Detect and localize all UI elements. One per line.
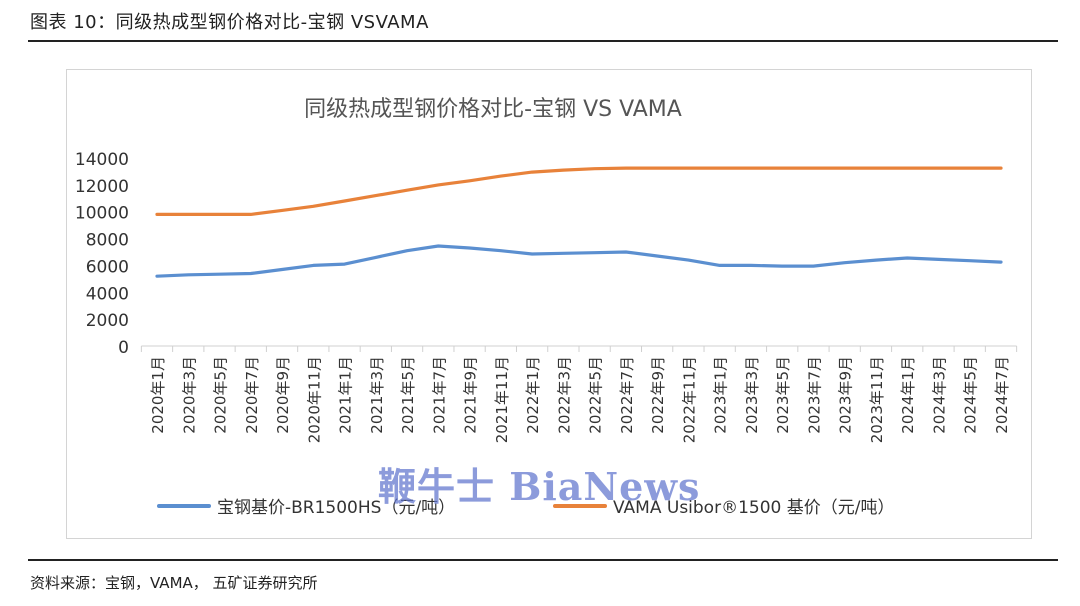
x-tick-label: 2020年3月 xyxy=(180,356,198,434)
x-tick-label: 2021年3月 xyxy=(368,356,386,434)
x-tick-label: 2023年1月 xyxy=(712,356,730,434)
source-note: 资料来源：宝钢，VAMA， 五矿证券研究所 xyxy=(30,574,318,592)
x-tick-label: 2020年5月 xyxy=(212,356,230,434)
y-tick-label: 6000 xyxy=(86,257,129,277)
x-tick-label: 2021年9月 xyxy=(462,356,480,434)
y-tick-label: 2000 xyxy=(86,311,129,331)
x-tick-label: 2023年3月 xyxy=(743,356,761,434)
x-tick-label: 2020年1月 xyxy=(149,356,167,434)
bottom-rule xyxy=(28,559,1058,561)
line-chart: 同级热成型钢价格对比-宝钢 VS VAMA 0 2000 4000 6000 8000 1… xyxy=(75,97,1018,518)
x-tick-label: 2020年7月 xyxy=(243,356,261,434)
chart-title: 同级热成型钢价格对比-宝钢 VS VAMA xyxy=(304,97,682,122)
series-line-2 xyxy=(155,166,1003,216)
y-axis: 0 2000 4000 6000 8000 10000 12000 14000 xyxy=(75,150,129,358)
series-line-1 xyxy=(155,244,1003,278)
x-axis: 2020年1月 2020年3月 2020年5月 2020年7月 2020年9月 2020年… xyxy=(140,346,1018,443)
x-tick-label: 2022年7月 xyxy=(618,356,636,434)
x-tick-label: 2024年1月 xyxy=(899,356,917,434)
watermark: 鞭牛士 BiaNews xyxy=(378,464,701,509)
y-tick-label: 10000 xyxy=(75,204,129,224)
legend-label-1: 宝钢基价-BR1500HS（元/吨） xyxy=(217,498,455,518)
x-tick-label: 2022年3月 xyxy=(555,356,573,434)
x-tick-label: 2022年9月 xyxy=(649,356,667,434)
series-lines xyxy=(155,166,1003,278)
x-tick-label: 2024年7月 xyxy=(993,356,1011,434)
chart-frame: 同级热成型钢价格对比-宝钢 VS VAMA 0 2000 4000 6000 8000 1… xyxy=(66,69,1032,539)
x-tick-label: 2023年11月 xyxy=(868,356,886,443)
x-tick-label: 2021年7月 xyxy=(430,356,448,434)
legend-label-2: VAMA Usibor®1500 基价（元/吨） xyxy=(613,498,894,518)
y-tick-label: 8000 xyxy=(86,231,129,251)
x-tick-label: 2023年7月 xyxy=(805,356,823,434)
figure-caption: 图表 10：同级热成型钢价格对比-宝钢 VSVAMA xyxy=(30,12,429,33)
x-tick-label: 2022年11月 xyxy=(680,356,698,443)
x-tick-label: 2023年5月 xyxy=(774,356,792,434)
x-tick-label: 2021年1月 xyxy=(337,356,355,434)
x-tick-label: 2021年11月 xyxy=(493,356,511,443)
x-tick-label: 2020年11月 xyxy=(305,356,323,443)
legend: 宝钢基价-BR1500HS（元/吨） VAMA Usibor®1500 基价（元/… xyxy=(157,498,894,518)
x-tick-label: 2024年3月 xyxy=(930,356,948,434)
x-tick-label: 2024年5月 xyxy=(962,356,980,434)
y-tick-label: 14000 xyxy=(75,150,129,170)
x-tick-label: 2020年9月 xyxy=(274,356,292,434)
x-tick-label: 2023年9月 xyxy=(837,356,855,434)
y-tick-label: 0 xyxy=(118,338,129,358)
x-tick-label: 2021年5月 xyxy=(399,356,417,434)
top-rule xyxy=(28,40,1058,42)
x-tick-label: 2022年1月 xyxy=(524,356,542,434)
x-tick-label: 2022年5月 xyxy=(587,356,605,434)
y-tick-label: 4000 xyxy=(86,284,129,304)
y-tick-label: 12000 xyxy=(75,177,129,197)
